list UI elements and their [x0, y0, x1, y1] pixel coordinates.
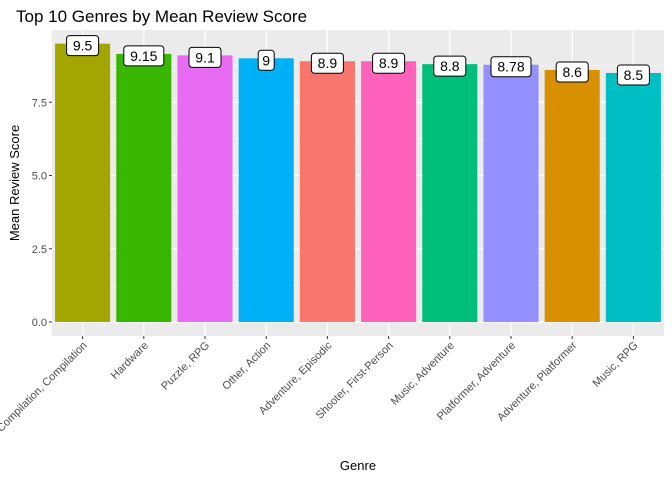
bar [544, 70, 600, 323]
data-label: 9.5 [66, 35, 100, 57]
data-label-box [490, 56, 532, 78]
y-tick-label: 7.5 [32, 97, 47, 109]
bar [116, 53, 172, 322]
bar [605, 72, 661, 322]
y-tick-label: 2.5 [32, 244, 47, 256]
y-tick-label: 0.0 [32, 317, 47, 329]
bar [238, 58, 294, 323]
y-tick-label: 5.0 [32, 171, 47, 183]
x-tick-label: Puzzle, RPG [159, 340, 212, 393]
data-label-text: 9.1 [195, 49, 215, 65]
data-label-box [257, 49, 275, 71]
bar [177, 55, 233, 323]
bar [55, 43, 111, 323]
data-label-box [188, 46, 222, 68]
bar [422, 64, 478, 322]
bars [55, 43, 661, 323]
data-label-text: 8.9 [379, 55, 399, 71]
data-label-box [555, 61, 589, 83]
data-label: 8.5 [616, 64, 650, 86]
data-labels: 9.5 9.15 9.1 9 8.9 8.9 8.8 8.78 8.6 8.5 [66, 35, 650, 86]
x-axis-title: Genre [340, 458, 376, 473]
data-label: 9.15 [123, 45, 165, 67]
data-label: 9 [257, 49, 275, 71]
x-tick-label: Other, Action [220, 340, 273, 393]
data-label: 8.8 [433, 55, 467, 77]
data-label-text: 9 [262, 52, 270, 68]
data-label-box [123, 45, 165, 67]
y-axis: 0.0 2.5 5.0 7.5 [32, 97, 52, 329]
data-label-box [372, 52, 406, 74]
data-label-text: 9.5 [73, 38, 93, 54]
x-axis: Compilation, Compilation Hardware Puzzle, … [0, 336, 641, 435]
x-tick-label: Hardware [109, 340, 151, 382]
bar [483, 64, 539, 322]
y-axis-title: Mean Review Score [7, 125, 22, 241]
x-tick-label: Music, RPG [591, 340, 641, 390]
data-label-text: 8.5 [624, 67, 644, 83]
data-label-text: 8.9 [318, 55, 338, 71]
chart-title: Top 10 Genres by Mean Review Score [16, 7, 307, 26]
data-label: 8.78 [490, 56, 532, 78]
data-label-box [433, 55, 467, 77]
data-label-box [66, 35, 100, 57]
data-label-text: 8.6 [562, 64, 582, 80]
bar [299, 61, 355, 322]
data-label: 9.1 [188, 46, 222, 68]
data-label-text: 8.8 [440, 58, 460, 74]
data-label-box [310, 52, 344, 74]
x-tick-label: Compilation, Compilation [0, 340, 90, 435]
x-tick-label: Music, Adventure [389, 340, 457, 408]
data-label: 8.6 [555, 61, 589, 83]
data-label: 8.9 [372, 52, 406, 74]
data-label-text: 9.15 [130, 48, 157, 64]
data-label-box [616, 64, 650, 86]
data-label-text: 8.78 [497, 59, 524, 75]
bar [361, 61, 417, 322]
data-label: 8.9 [310, 52, 344, 74]
